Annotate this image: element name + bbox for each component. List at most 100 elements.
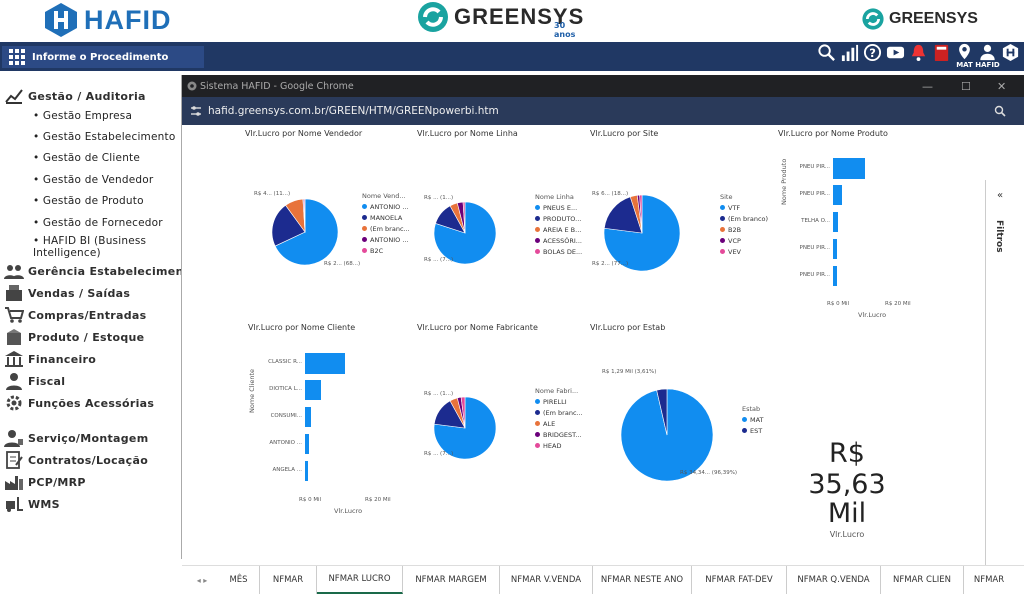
tab-9[interactable]: NFMAR <box>973 575 1005 585</box>
bar[interactable] <box>305 434 309 454</box>
legend-item[interactable]: AREIA E B... <box>535 224 582 235</box>
legend-item[interactable]: B2B <box>720 224 768 235</box>
pie-slice[interactable] <box>303 198 306 233</box>
pie-slice[interactable] <box>603 194 681 272</box>
legend-item[interactable]: PRODUTO... <box>535 213 582 224</box>
bar[interactable] <box>305 461 308 481</box>
bar[interactable] <box>305 353 345 374</box>
sidebar-section-4[interactable]: Produto / Estoque <box>4 328 144 346</box>
bar[interactable] <box>833 212 838 232</box>
zoom-icon[interactable] <box>994 105 1006 117</box>
bar[interactable] <box>833 158 865 179</box>
sidebar-sub-item[interactable]: • Gestão de Vendedor <box>33 174 154 186</box>
sidebar-section-7[interactable]: Funções Acessórias <box>4 394 154 412</box>
tab-6[interactable]: NFMAR FAT-DEV <box>692 566 787 594</box>
legend-item[interactable]: HEAD <box>535 440 583 451</box>
legend-item[interactable]: MAT <box>742 414 764 425</box>
legend-item[interactable]: BRIDGEST... <box>535 429 583 440</box>
sidebar-section-label: Gerência Estabelecimento <box>28 264 198 278</box>
minimize-button[interactable]: — <box>922 80 933 93</box>
tab-2[interactable]: NFMAR LUCRO <box>317 566 403 594</box>
pie-slice[interactable] <box>460 396 466 429</box>
legend-item[interactable]: PNEUS E... <box>535 202 582 213</box>
pie-slice[interactable] <box>603 196 643 234</box>
tab-8[interactable]: NFMAR CLIEN <box>881 566 964 594</box>
legend-item[interactable]: VCP <box>720 235 768 246</box>
pie-slice[interactable] <box>433 396 497 460</box>
legend-item[interactable]: MANOELA <box>362 212 410 223</box>
filters-pane[interactable]: « Filtros <box>985 180 1021 570</box>
legend-label: B2C <box>370 246 384 255</box>
sidebar-section-5[interactable]: Financeiro <box>4 350 96 368</box>
pie-slice[interactable] <box>274 198 339 266</box>
legend-item[interactable]: ALE <box>535 418 583 429</box>
sidebar-section-9[interactable]: Contratos/Locação <box>4 451 148 469</box>
chart-title: Vlr.Lucro por Nome Linha <box>417 129 518 138</box>
legend-item[interactable]: BOLAS DE... <box>535 246 582 257</box>
pie-slice[interactable] <box>462 201 466 234</box>
pie-slice[interactable] <box>639 194 643 234</box>
hafid-home-button[interactable] <box>1001 43 1020 69</box>
sidebar-section-3[interactable]: Compras/Entradas <box>4 306 146 324</box>
legend-label: EST <box>750 426 763 435</box>
collapse-filters-icon[interactable]: « <box>997 190 1004 201</box>
tab-0[interactable]: MÊS <box>218 566 260 594</box>
youtube-button[interactable] <box>886 43 905 69</box>
sidebar-section-8[interactable]: Serviço/Montagem <box>4 429 148 447</box>
sidebar-section-1[interactable]: Gerência Estabelecimento <box>4 262 197 280</box>
bar[interactable] <box>305 380 321 400</box>
legend-item[interactable]: PIRELLI <box>535 396 583 407</box>
pie-slice[interactable] <box>271 204 306 247</box>
legend-item[interactable]: EST <box>742 425 764 436</box>
legend-item[interactable]: (Em branco) <box>720 213 768 224</box>
tab-4[interactable]: NFMAR V.VENDA <box>500 566 593 594</box>
tab-1[interactable]: NFMAR <box>260 566 317 594</box>
sidebar-section-2[interactable]: Vendas / Saídas <box>4 284 130 302</box>
legend-item[interactable]: ANTONIO ... <box>362 234 410 245</box>
site-settings-icon[interactable] <box>190 105 202 117</box>
legend-item[interactable]: ANTONIO ... <box>362 201 410 212</box>
sidebar-sub-item[interactable]: • Gestão Empresa <box>33 110 133 122</box>
user-button[interactable]: HAFID <box>975 43 1000 69</box>
tab-5[interactable]: NFMAR NESTE ANO <box>593 566 692 594</box>
sidebar-sub-item[interactable]: • HAFID BI (Business <box>33 235 147 247</box>
sidebar-sub-item[interactable]: • Gestão de Cliente <box>33 152 141 164</box>
legend-item[interactable]: (Em branc... <box>362 223 410 234</box>
tab-scroll-arrows[interactable]: ◂ ▸ <box>196 575 208 585</box>
legend-item[interactable]: (Em branc... <box>535 407 583 418</box>
bar[interactable] <box>833 185 842 205</box>
notes-button[interactable] <box>932 43 951 69</box>
legend-item[interactable]: B2C <box>362 245 410 256</box>
location-button[interactable]: MAT <box>955 43 974 69</box>
sidebar-section-10[interactable]: PCP/MRP <box>4 473 86 491</box>
bar[interactable] <box>833 266 837 286</box>
sidebar-section-6[interactable]: Fiscal <box>4 372 65 390</box>
pie-slice[interactable] <box>433 201 497 265</box>
x-tick-label: R$ 0 Mil <box>299 497 322 503</box>
search-button[interactable] <box>817 43 836 69</box>
pie-slice[interactable] <box>620 388 714 482</box>
sidebar-section-0[interactable]: Gestão / Auditoria <box>4 87 146 105</box>
bar[interactable] <box>833 239 837 259</box>
maximize-button[interactable]: ☐ <box>961 80 971 93</box>
sidebar-section-11[interactable]: WMS <box>4 495 60 513</box>
pie-slice[interactable] <box>656 388 668 436</box>
legend-item[interactable]: VEV <box>720 246 768 257</box>
alert-button[interactable] <box>909 43 928 69</box>
reports-button[interactable] <box>840 43 859 69</box>
chart-icon <box>4 87 24 105</box>
legend-item[interactable]: ACESSÓRI... <box>535 235 582 246</box>
sidebar-sub-item[interactable]: • Gestão de Fornecedor <box>33 217 163 229</box>
grid-menu-icon[interactable] <box>8 48 26 66</box>
data-label: R$ ... (1...) <box>424 195 454 201</box>
bar[interactable] <box>305 407 311 427</box>
close-button[interactable]: ✕ <box>997 80 1007 93</box>
sidebar-sub-item[interactable]: • Gestão Estabelecimento <box>33 131 176 143</box>
address-bar[interactable]: hafid.greensys.com.br/GREEN/HTM/GREENpow… <box>182 97 1024 125</box>
tab-3[interactable]: NFMAR MARGEM <box>403 566 500 594</box>
legend-item[interactable]: VTF <box>720 202 768 213</box>
help-button[interactable]: ? <box>863 43 882 69</box>
procedure-menu[interactable]: Informe o Procedimento <box>2 46 204 68</box>
sidebar-sub-item[interactable]: • Gestão de Produto <box>33 195 144 207</box>
tab-7[interactable]: NFMAR Q.VENDA <box>787 566 881 594</box>
